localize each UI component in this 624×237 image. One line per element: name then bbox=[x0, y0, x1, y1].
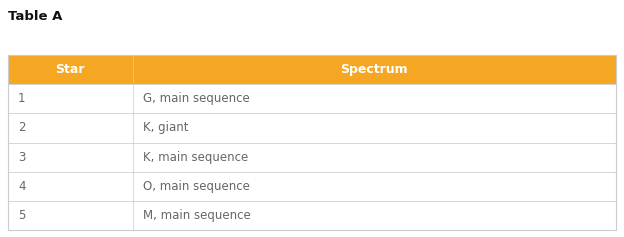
Bar bbox=[8, 142, 616, 172]
Text: Star: Star bbox=[56, 63, 85, 76]
Text: Spectrum: Spectrum bbox=[341, 63, 408, 76]
Text: G, main sequence: G, main sequence bbox=[143, 92, 250, 105]
Text: 5: 5 bbox=[18, 209, 26, 222]
Text: O, main sequence: O, main sequence bbox=[143, 180, 250, 193]
Bar bbox=[8, 84, 616, 113]
Text: Table A: Table A bbox=[8, 10, 62, 23]
Bar bbox=[8, 201, 616, 230]
Bar bbox=[8, 55, 616, 230]
Text: 1: 1 bbox=[18, 92, 26, 105]
Text: M, main sequence: M, main sequence bbox=[143, 209, 250, 222]
Text: K, main sequence: K, main sequence bbox=[143, 150, 248, 164]
Text: 4: 4 bbox=[18, 180, 26, 193]
Bar bbox=[8, 172, 616, 201]
Text: K, giant: K, giant bbox=[143, 121, 188, 134]
Text: 3: 3 bbox=[18, 150, 26, 164]
Bar bbox=[8, 55, 616, 84]
Text: 2: 2 bbox=[18, 121, 26, 134]
Bar bbox=[8, 113, 616, 142]
